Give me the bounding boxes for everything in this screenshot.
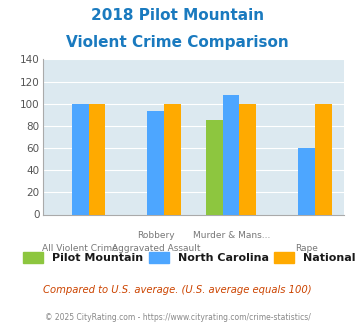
Text: Violent Crime Comparison: Violent Crime Comparison xyxy=(66,35,289,50)
Bar xyxy=(164,104,181,214)
Bar xyxy=(298,148,315,214)
Bar xyxy=(315,104,332,214)
Bar xyxy=(89,104,105,214)
Text: Compared to U.S. average. (U.S. average equals 100): Compared to U.S. average. (U.S. average … xyxy=(43,285,312,295)
Legend: Pilot Mountain, North Carolina, National: Pilot Mountain, North Carolina, National xyxy=(23,252,355,263)
Bar xyxy=(206,120,223,214)
Text: Aggravated Assault: Aggravated Assault xyxy=(111,244,200,253)
Text: All Violent Crime: All Violent Crime xyxy=(43,244,118,253)
Text: 2018 Pilot Mountain: 2018 Pilot Mountain xyxy=(91,8,264,23)
Text: © 2025 CityRating.com - https://www.cityrating.com/crime-statistics/: © 2025 CityRating.com - https://www.city… xyxy=(45,314,310,322)
Text: Robbery: Robbery xyxy=(137,231,175,240)
Bar xyxy=(72,104,89,214)
Text: Rape: Rape xyxy=(295,244,318,253)
Bar xyxy=(223,95,240,214)
Bar xyxy=(240,104,256,214)
Text: Murder & Mans...: Murder & Mans... xyxy=(192,231,270,240)
Bar xyxy=(147,112,164,214)
